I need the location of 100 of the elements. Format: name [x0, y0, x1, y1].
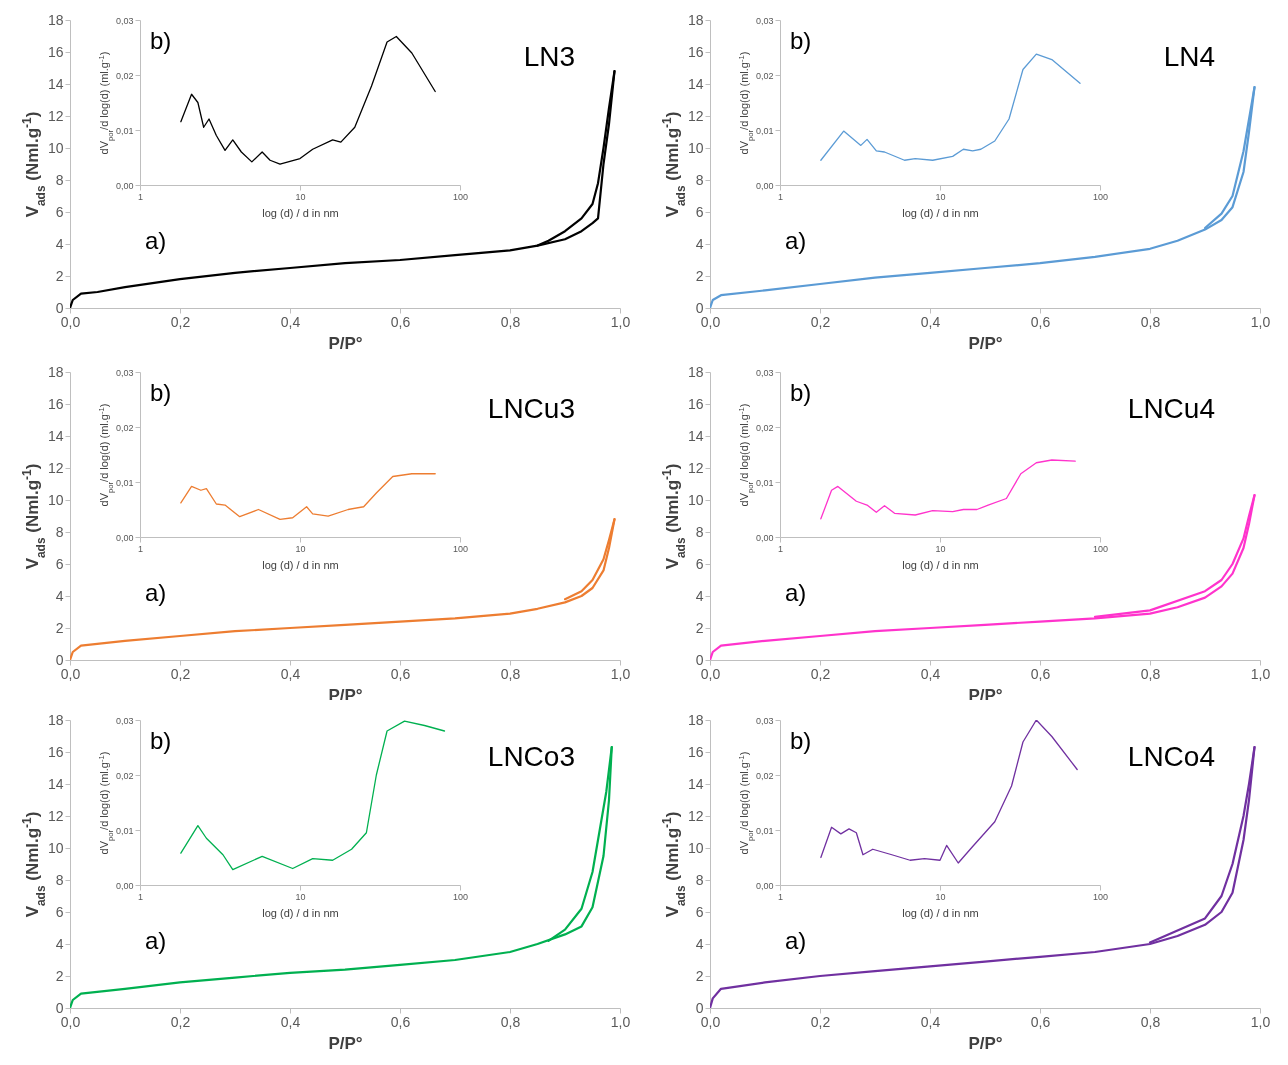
y-tick-label: 12: [687, 807, 704, 824]
y-tick-label: 0: [695, 999, 704, 1016]
x-tick-label: 0,0: [700, 313, 721, 330]
x-axis-title: log (d) / d in nm: [902, 558, 979, 571]
x-tick-label: 1: [137, 191, 144, 202]
text: LNCu3: [487, 393, 575, 424]
y-tick-label: 0,03: [115, 715, 134, 726]
x-tick-label: 1,0: [610, 665, 631, 682]
y-tick-label: 16: [47, 43, 64, 60]
x-tick-label: 1: [777, 543, 784, 554]
x-tick-label: 0,6: [390, 1013, 411, 1030]
y-tick-label: 0,00: [115, 532, 134, 543]
y-tick-label: 0,01: [755, 825, 774, 836]
y-tick-label: 6: [55, 555, 64, 572]
x-tick-label: 100: [452, 891, 469, 902]
y-tick-label: 12: [47, 107, 64, 124]
x-tick-label: 0,8: [1140, 665, 1161, 682]
x-tick-label: 0,4: [280, 665, 301, 682]
y-tick-label: 0,00: [755, 880, 774, 891]
annotation: a): [145, 927, 167, 954]
x-tick-label: 1: [777, 191, 784, 202]
y-tick-label: 2: [695, 267, 704, 284]
x-tick-label: 0,2: [810, 1013, 831, 1030]
y-tick-label: 14: [47, 75, 64, 92]
y-tick-label: 16: [687, 43, 704, 60]
y-tick-label: 16: [687, 743, 704, 760]
y-tick-label: 12: [47, 459, 64, 476]
x-tick-label: 0,0: [700, 665, 721, 682]
x-tick-label: 1: [777, 891, 784, 902]
x-axis-title: P/P°: [328, 1033, 363, 1053]
x-tick-label: 1,0: [610, 313, 631, 330]
y-tick-label: 0,03: [755, 367, 774, 378]
x-tick-label: 100: [1092, 191, 1109, 202]
y-tick-label: 12: [687, 107, 704, 124]
y-tick-label: 10: [687, 139, 704, 156]
y-tick-label: 10: [687, 491, 704, 508]
y-tick-label: 12: [687, 459, 704, 476]
x-tick-label: 0,0: [60, 665, 81, 682]
x-tick-label: 0,6: [1030, 665, 1051, 682]
y-tick-label: 14: [687, 75, 704, 92]
x-tick-label: 0,0: [700, 1013, 721, 1030]
y-tick-label: 14: [47, 775, 64, 792]
y-tick-label: 16: [47, 743, 64, 760]
text: LNCo3: [487, 741, 575, 772]
y-tick-label: 0,01: [115, 477, 134, 488]
y-tick-label: 6: [55, 903, 64, 920]
y-tick-label: 0,02: [115, 770, 134, 781]
x-tick-label: 100: [1092, 891, 1109, 902]
x-tick-label: 0,0: [60, 1013, 81, 1030]
y-tick-label: 6: [695, 903, 704, 920]
x-tick-label: 0,8: [1140, 313, 1161, 330]
x-tick-label: 10: [295, 891, 306, 902]
x-tick-label: 0,4: [280, 1013, 301, 1030]
x-axis-title: log (d) / d in nm: [262, 206, 339, 219]
y-tick-label: 8: [695, 523, 704, 540]
x-tick-label: 10: [935, 191, 946, 202]
y-tick-label: 0: [695, 651, 704, 668]
y-tick-label: 0,00: [115, 180, 134, 191]
x-tick-label: 0,6: [390, 313, 411, 330]
x-tick-label: 1,0: [1250, 313, 1271, 330]
x-tick-label: 10: [295, 543, 306, 554]
y-tick-label: 10: [47, 839, 64, 856]
text: LN3: [523, 41, 575, 72]
y-tick-label: 0,01: [115, 825, 134, 836]
annotation: b): [790, 27, 812, 54]
x-tick-label: 0,8: [1140, 1013, 1161, 1030]
y-tick-label: 0: [695, 299, 704, 316]
y-tick-label: 0,03: [115, 15, 134, 26]
y-tick-label: 0,02: [115, 70, 134, 81]
y-tick-label: 2: [695, 967, 704, 984]
x-tick-label: 1,0: [1250, 1013, 1271, 1030]
y-tick-label: 18: [47, 363, 64, 380]
y-tick-label: 0,01: [115, 125, 134, 136]
y-tick-label: 2: [695, 619, 704, 636]
x-tick-label: 1: [137, 891, 144, 902]
y-tick-label: 0,00: [115, 880, 134, 891]
x-tick-label: 0,6: [1030, 313, 1051, 330]
annotation: a): [145, 579, 167, 606]
x-tick-label: 0,6: [1030, 1013, 1051, 1030]
y-tick-label: 18: [47, 711, 64, 728]
x-tick-label: 0,2: [170, 665, 191, 682]
y-tick-label: 18: [47, 11, 64, 28]
annotation: b): [150, 27, 172, 54]
y-tick-label: 4: [55, 935, 64, 952]
annotation: a): [785, 579, 807, 606]
x-tick-label: 0,2: [810, 313, 831, 330]
y-tick-label: 4: [55, 587, 64, 604]
x-axis-title: log (d) / d in nm: [902, 206, 979, 219]
y-tick-label: 10: [47, 139, 64, 156]
annotation: a): [785, 927, 807, 954]
y-tick-label: 10: [47, 491, 64, 508]
y-tick-label: 10: [687, 839, 704, 856]
x-tick-label: 1,0: [610, 1013, 631, 1030]
x-tick-label: 0,2: [170, 313, 191, 330]
x-tick-label: 100: [1092, 543, 1109, 554]
x-axis-title: log (d) / d in nm: [902, 906, 979, 919]
y-tick-label: 12: [47, 807, 64, 824]
y-tick-label: 16: [47, 395, 64, 412]
y-tick-label: 0,02: [755, 422, 774, 433]
x-tick-label: 10: [935, 543, 946, 554]
